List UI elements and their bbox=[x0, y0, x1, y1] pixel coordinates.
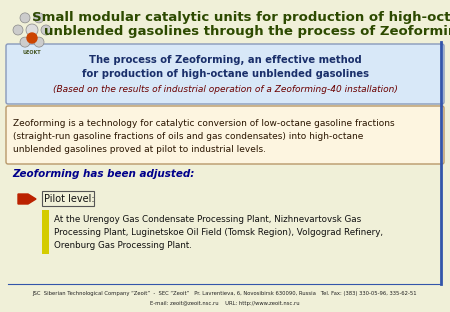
Text: Small modular catalytic units for production of high-octane: Small modular catalytic units for produc… bbox=[32, 11, 450, 23]
Circle shape bbox=[26, 24, 38, 36]
Text: Pilot level:: Pilot level: bbox=[44, 194, 94, 204]
Text: Zeoforming has been adjusted:: Zeoforming has been adjusted: bbox=[12, 169, 194, 179]
Text: Zeoforming is a technology for catalytic conversion of low-octane gasoline fract: Zeoforming is a technology for catalytic… bbox=[13, 119, 395, 154]
FancyArrow shape bbox=[18, 194, 36, 204]
Text: (Based on the results of industrial operation of a Zeoforming-40 installation): (Based on the results of industrial oper… bbox=[53, 85, 397, 95]
Text: At the Urengoy Gas Condensate Processing Plant, Nizhnevartovsk Gas
Processing Pl: At the Urengoy Gas Condensate Processing… bbox=[54, 215, 383, 250]
Text: unblended gasolines through the process of Zeoforming: unblended gasolines through the process … bbox=[44, 26, 450, 38]
Bar bbox=[42, 191, 94, 206]
Text: E-mail: zeoit@zeoit.nsc.ru    URL: http://www.zeoit.nsc.ru: E-mail: zeoit@zeoit.nsc.ru URL: http://w… bbox=[150, 301, 300, 306]
Circle shape bbox=[34, 37, 44, 47]
Circle shape bbox=[20, 37, 30, 47]
Circle shape bbox=[34, 13, 44, 23]
FancyBboxPatch shape bbox=[6, 106, 444, 164]
Text: for production of high-octane unblended gasolines: for production of high-octane unblended … bbox=[81, 69, 369, 79]
Text: The process of Zeoforming, an effective method: The process of Zeoforming, an effective … bbox=[89, 55, 361, 65]
Text: JSC  Siberian Technological Company “Zeoit”  -  SEC “Zeoit”   Pr. Lavrentieva, 6: JSC Siberian Technological Company “Zeoi… bbox=[33, 291, 417, 296]
Text: UEOKT: UEOKT bbox=[22, 50, 41, 55]
Circle shape bbox=[20, 13, 30, 23]
Circle shape bbox=[13, 25, 23, 35]
FancyBboxPatch shape bbox=[6, 44, 444, 104]
Circle shape bbox=[41, 25, 51, 35]
Bar bbox=[42, 210, 49, 254]
Circle shape bbox=[27, 33, 37, 43]
